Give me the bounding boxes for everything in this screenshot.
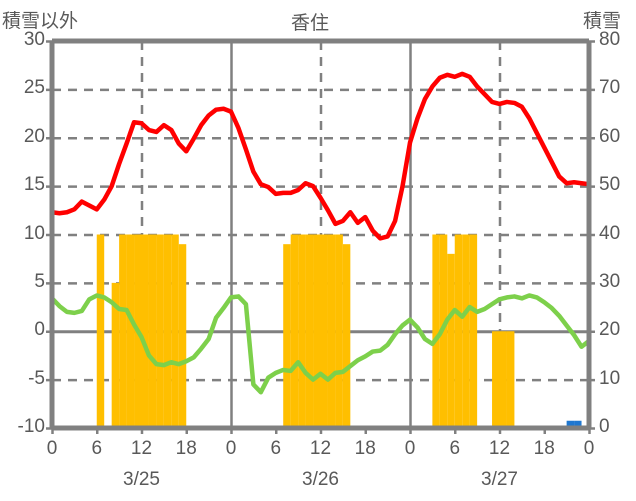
- bar-precipitation: [290, 234, 299, 428]
- y2-axis-tick-label: 30: [599, 270, 621, 292]
- bar-precipitation: [111, 282, 120, 428]
- x-axis-tick-label: 18: [533, 438, 555, 459]
- bar-precipitation: [454, 234, 463, 428]
- y2-axis-tick-label: 10: [599, 367, 621, 389]
- x-axis-tick-label: 12: [130, 438, 153, 459]
- y2-axis-tick-label: 0: [599, 416, 610, 437]
- y-axis-tick-label: 5: [34, 270, 45, 292]
- bar-series-snowfall: [566, 420, 582, 428]
- y2-axis-tick-label: 40: [599, 222, 621, 244]
- line-dewpoint: [50, 293, 591, 395]
- bar-precipitation: [313, 234, 321, 428]
- y-axis-tick-label: 10: [23, 222, 45, 244]
- bar-precipitation: [163, 234, 172, 428]
- bar-precipitation: [462, 234, 470, 428]
- bar-precipitation: [335, 234, 343, 428]
- bar-precipitation: [469, 234, 478, 428]
- bar-series-precipitation: [96, 234, 515, 428]
- y-axis-tick-label: -10: [17, 416, 45, 437]
- bar-precipitation: [492, 331, 500, 428]
- bar-precipitation: [96, 234, 105, 428]
- x-axis-tick-label: 12: [309, 438, 332, 459]
- x-axis-tick-label: 0: [583, 438, 595, 459]
- bar-precipitation: [156, 234, 164, 428]
- y2-axis-tick-label: 80: [599, 29, 621, 50]
- x-axis-day-label: 3/26: [302, 469, 339, 490]
- x-axis-tick-label: 6: [449, 438, 461, 459]
- page-title: 香住: [291, 13, 330, 34]
- y-axis-tick-label: 15: [23, 174, 45, 196]
- bar-precipitation: [447, 253, 455, 428]
- x-axis-day-label: 3/27: [481, 469, 518, 490]
- y-axis-tick-label: 0: [34, 319, 45, 341]
- x-axis-tick-label: 12: [488, 438, 511, 459]
- bar-precipitation: [342, 244, 351, 428]
- bar-precipitation: [327, 234, 336, 428]
- bar-snowfall: [574, 420, 582, 428]
- bar-precipitation: [119, 234, 127, 428]
- bar-precipitation: [320, 234, 328, 428]
- y2-axis-tick-label: 70: [599, 77, 621, 99]
- x-axis-tick-label: 0: [46, 438, 58, 459]
- bar-precipitation: [178, 244, 187, 428]
- x-axis-tick-label: 18: [354, 438, 376, 459]
- bar-precipitation: [298, 234, 306, 428]
- bar-precipitation: [506, 331, 515, 428]
- bar-precipitation: [171, 234, 179, 428]
- right-axis-title: 積雪: [583, 11, 622, 32]
- x-axis-day-label: 3/25: [123, 469, 160, 490]
- x-axis-tick-label: 6: [91, 438, 103, 459]
- x-axis-tick-label: 18: [175, 438, 197, 459]
- bar-precipitation: [283, 244, 291, 428]
- bar-precipitation: [141, 234, 149, 428]
- x-axis-tick-label: 6: [270, 438, 282, 459]
- x-axis-tick-label: 0: [225, 438, 237, 459]
- x-axis-tick-label: 0: [404, 438, 416, 459]
- y2-axis-tick-label: 50: [599, 174, 621, 196]
- y2-axis-tick-label: 20: [599, 319, 621, 341]
- bar-snowfall: [566, 420, 575, 428]
- bar-precipitation: [126, 234, 135, 428]
- y2-axis-tick-label: 60: [599, 125, 621, 147]
- left-axis-title: 積雪以外: [2, 11, 79, 32]
- bar-precipitation: [148, 234, 157, 428]
- line-temperature: [51, 71, 590, 241]
- y-axis-tick-label: -5: [28, 367, 45, 389]
- y-axis-tick-label: 30: [23, 29, 45, 50]
- bar-precipitation: [499, 331, 507, 428]
- y-axis-tick-label: 25: [23, 77, 45, 99]
- y-axis-tick-label: 20: [23, 125, 45, 147]
- bar-precipitation: [305, 234, 314, 428]
- bar-precipitation: [432, 234, 440, 428]
